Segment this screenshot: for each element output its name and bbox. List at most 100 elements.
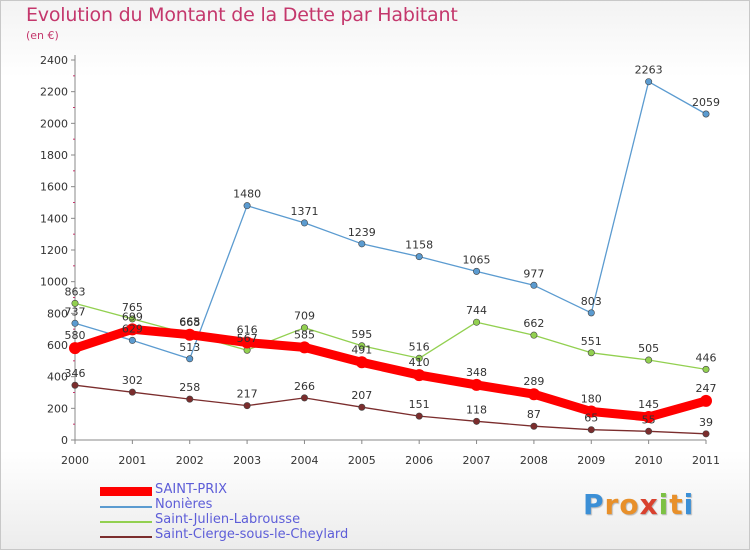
chart-title: Evolution du Montant de la Dette par Hab… <box>26 4 458 26</box>
data-point-saint-prix <box>700 394 712 407</box>
data-point-saint-prix <box>241 336 254 349</box>
data-point-nonieres <box>300 219 308 227</box>
y-tick-label: 1800 <box>40 149 68 162</box>
data-label-saint-julien-labrousse: 709 <box>294 310 315 323</box>
data-label-saint-cierge-sous-le-cheylard: 151 <box>409 398 430 411</box>
data-point-saint-julien-labrousse <box>128 315 136 323</box>
data-label-nonieres: 2263 <box>635 64 663 77</box>
data-label-saint-julien-labrousse: 505 <box>638 342 659 355</box>
data-label-nonieres: 2059 <box>692 96 720 109</box>
x-tick-label: 2007 <box>463 454 491 467</box>
series-line-saint-cierge-sous-le-cheylard <box>74 384 707 435</box>
y-tick-label: 1400 <box>40 212 68 225</box>
y-tick-label: 1200 <box>40 244 68 257</box>
legend-swatch <box>100 487 152 496</box>
data-label-nonieres: 1158 <box>405 239 433 252</box>
y-tick-label: 400 <box>47 371 68 384</box>
legend-label: Saint-Julien-Labrousse <box>155 512 301 527</box>
legend-swatch <box>100 536 152 538</box>
legend-label: SAINT-PRIX <box>155 482 227 497</box>
data-point-nonieres <box>128 336 136 344</box>
chart-subtitle: (en €) <box>26 29 59 42</box>
data-label-saint-cierge-sous-le-cheylard: 55 <box>642 413 656 426</box>
data-point-saint-prix <box>585 405 598 418</box>
data-label-saint-julien-labrousse: 595 <box>351 328 372 341</box>
data-point-nonieres <box>243 202 251 210</box>
data-label-saint-cierge-sous-le-cheylard: 258 <box>179 381 200 394</box>
data-label-saint-prix: 247 <box>696 382 717 395</box>
y-tick-label: 0 <box>61 434 68 447</box>
data-label-saint-julien-labrousse: 551 <box>581 335 602 348</box>
data-point-saint-cierge-sous-le-cheylard <box>186 395 194 403</box>
legend-swatch <box>100 506 152 508</box>
data-point-saint-julien-labrousse <box>530 331 538 339</box>
data-label-saint-julien-labrousse: 765 <box>122 301 143 314</box>
data-label-saint-prix: 665 <box>179 316 200 329</box>
x-tick-label: 2001 <box>118 454 146 467</box>
logo-letter: r <box>604 488 620 521</box>
data-point-saint-cierge-sous-le-cheylard <box>128 388 136 396</box>
data-label-saint-prix: 145 <box>638 398 659 411</box>
data-point-nonieres <box>186 355 194 363</box>
data-label-saint-cierge-sous-le-cheylard: 87 <box>527 408 541 421</box>
data-point-saint-cierge-sous-le-cheylard <box>702 430 710 438</box>
data-labels: 737 629 513 1480 1371 1239 1158 1065 977 803 2263 2… <box>65 64 721 429</box>
x-tick-label: 2010 <box>635 454 663 467</box>
data-label-nonieres: 629 <box>122 322 143 335</box>
data-label-saint-julien-labrousse: 744 <box>466 304 487 317</box>
data-label-saint-julien-labrousse: 567 <box>237 332 258 345</box>
x-tick-label: 2000 <box>61 454 89 467</box>
axes: 0 200 400 600 800 1000 1200 1400 1600 1800 2000 220… <box>40 54 720 467</box>
data-label-saint-prix: 289 <box>523 375 544 388</box>
x-tick-label: 2002 <box>176 454 204 467</box>
legend-swatch <box>100 521 152 523</box>
data-point-nonieres <box>71 319 79 327</box>
x-tick-label: 2004 <box>290 454 318 467</box>
data-label-saint-cierge-sous-le-cheylard: 65 <box>584 412 598 425</box>
data-point-saint-cierge-sous-le-cheylard <box>71 381 79 389</box>
proxiti-logo: Proxiti <box>583 488 694 521</box>
data-label-saint-prix: 699 <box>122 310 143 323</box>
data-point-saint-prix <box>298 341 311 354</box>
data-point-saint-cierge-sous-le-cheylard <box>358 403 366 411</box>
data-point-saint-julien-labrousse <box>415 354 423 362</box>
x-tick-label: 2006 <box>405 454 433 467</box>
data-point-saint-cierge-sous-le-cheylard <box>473 417 481 425</box>
data-label-nonieres: 1480 <box>233 188 261 201</box>
data-point-saint-cierge-sous-le-cheylard <box>300 394 308 402</box>
data-label-saint-prix: 348 <box>466 366 487 379</box>
data-point-nonieres <box>473 267 481 275</box>
data-label-saint-julien-labrousse: 516 <box>409 340 430 353</box>
data-label-nonieres: 977 <box>523 267 544 280</box>
data-point-saint-julien-labrousse <box>473 318 481 326</box>
series-lines <box>70 81 711 435</box>
series-line-saint-prix <box>70 324 711 422</box>
data-point-saint-cierge-sous-le-cheylard <box>530 422 538 430</box>
x-tick-label: 2005 <box>348 454 376 467</box>
x-tick-label: 2011 <box>692 454 720 467</box>
data-point-nonieres <box>645 78 653 86</box>
data-point-saint-cierge-sous-le-cheylard <box>415 412 423 420</box>
data-point-saint-prix <box>183 328 196 341</box>
data-point-saint-julien-labrousse <box>587 349 595 357</box>
data-point-saint-cierge-sous-le-cheylard <box>645 427 653 435</box>
data-label-nonieres: 737 <box>65 305 86 318</box>
data-point-saint-julien-labrousse <box>358 342 366 350</box>
data-label-saint-prix: 580 <box>65 329 86 342</box>
y-tick-label: 1000 <box>40 276 68 289</box>
data-label-saint-julien-labrousse: 662 <box>523 317 544 330</box>
logo-letter: P <box>583 488 605 521</box>
x-tick-label: 2008 <box>520 454 548 467</box>
data-point-saint-prix <box>69 342 81 355</box>
data-label-saint-prix: 491 <box>351 343 372 356</box>
data-point-saint-julien-labrousse <box>71 299 79 307</box>
data-label-saint-cierge-sous-le-cheylard: 207 <box>351 389 372 402</box>
data-point-saint-cierge-sous-le-cheylard <box>587 426 595 434</box>
logo-letter: t <box>669 488 684 521</box>
series-points <box>69 78 712 438</box>
y-tick-label: 1600 <box>40 181 68 194</box>
data-point-saint-julien-labrousse <box>300 324 308 332</box>
data-point-saint-prix <box>126 323 139 336</box>
data-label-saint-prix: 180 <box>581 393 602 406</box>
